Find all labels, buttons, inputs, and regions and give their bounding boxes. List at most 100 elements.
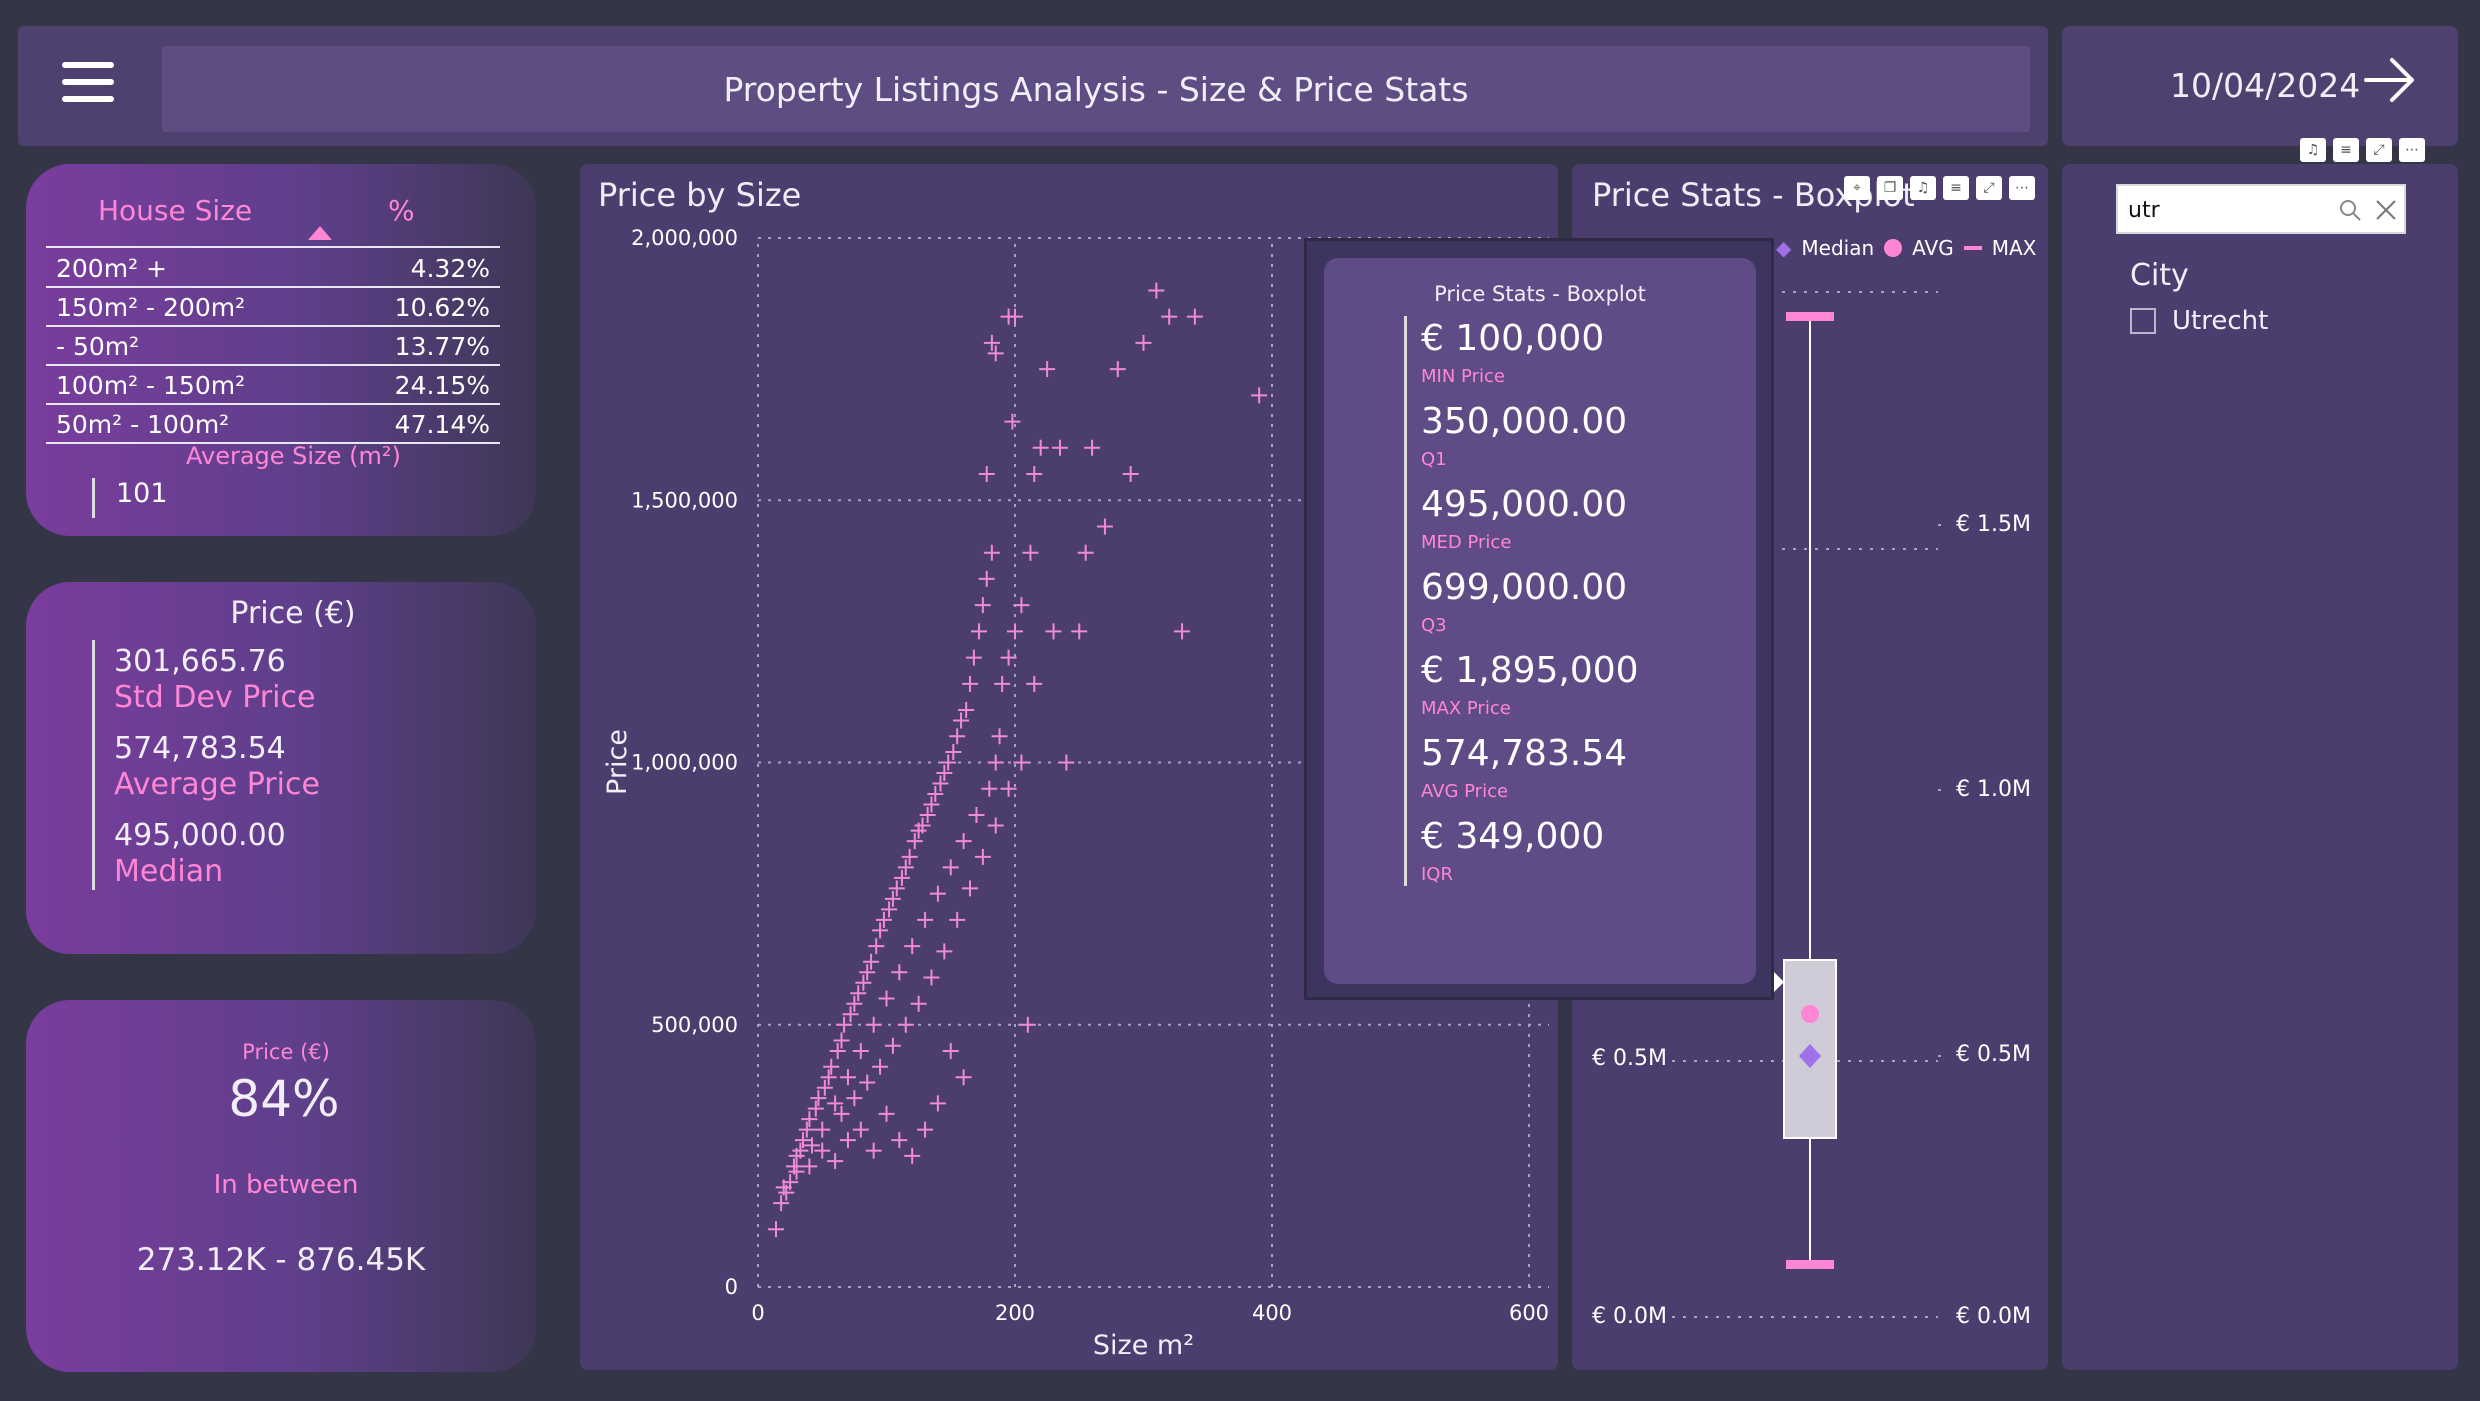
- scatter-point[interactable]: [803, 1137, 820, 1154]
- scatter-point[interactable]: [1045, 623, 1062, 640]
- scatter-point[interactable]: [833, 1032, 850, 1049]
- scatter-point[interactable]: [901, 848, 918, 865]
- sort-ascending-icon[interactable]: [308, 226, 332, 240]
- menu-icon[interactable]: [62, 62, 114, 102]
- scatter-point[interactable]: [792, 1142, 809, 1159]
- scatter-point[interactable]: [816, 1079, 833, 1096]
- scatter-point[interactable]: [1148, 282, 1165, 299]
- scatter-point[interactable]: [962, 675, 979, 692]
- scatter-point[interactable]: [932, 775, 949, 792]
- scatter-point[interactable]: [794, 1132, 811, 1149]
- scatter-point[interactable]: [1251, 387, 1268, 404]
- scatter-point[interactable]: [872, 922, 889, 939]
- scatter-point[interactable]: [801, 1111, 818, 1128]
- scatter-point[interactable]: [978, 570, 995, 587]
- scatter-point[interactable]: [949, 911, 966, 928]
- scatter-point[interactable]: [1051, 439, 1068, 456]
- scatter-point[interactable]: [1071, 623, 1088, 640]
- scatter-point[interactable]: [1174, 623, 1191, 640]
- scatter-point[interactable]: [942, 1042, 959, 1059]
- scatter-point[interactable]: [1013, 754, 1030, 771]
- scatter-point[interactable]: [868, 938, 885, 955]
- scatter-point[interactable]: [865, 1142, 882, 1159]
- scatter-point[interactable]: [897, 1016, 914, 1033]
- scatter-point[interactable]: [842, 1006, 859, 1023]
- scatter-point[interactable]: [798, 1121, 815, 1138]
- scatter-point[interactable]: [904, 938, 921, 955]
- scatter-plot[interactable]: 0 500,000 1,000,000 1,500,000 2,000,000 0 200 4…: [580, 164, 1558, 1370]
- scatter-point[interactable]: [919, 806, 936, 823]
- scatter-point[interactable]: [1026, 675, 1043, 692]
- scatter-point[interactable]: [991, 728, 1008, 745]
- scatter-point[interactable]: [904, 1147, 921, 1164]
- scatter-point[interactable]: [767, 1221, 784, 1238]
- scatter-point[interactable]: [1058, 754, 1075, 771]
- scatter-point[interactable]: [788, 1163, 805, 1180]
- scatter-point[interactable]: [923, 969, 940, 986]
- scatter-point[interactable]: [891, 1132, 908, 1149]
- scatter-point[interactable]: [1000, 780, 1017, 797]
- scatter-point[interactable]: [987, 345, 1004, 362]
- scatter-point[interactable]: [983, 544, 1000, 561]
- option-utrecht[interactable]: Utrecht: [2172, 306, 2269, 336]
- scatter-point[interactable]: [829, 1042, 846, 1059]
- scatter-point[interactable]: [888, 880, 905, 897]
- scatter-point[interactable]: [929, 1095, 946, 1112]
- scatter-point[interactable]: [820, 1069, 837, 1086]
- scatter-point[interactable]: [929, 885, 946, 902]
- scatter-point[interactable]: [923, 796, 940, 813]
- search-box[interactable]: [2116, 184, 2406, 234]
- scatter-point[interactable]: [846, 995, 863, 1012]
- scatter-point[interactable]: [917, 911, 934, 928]
- scatter-point[interactable]: [994, 675, 1011, 692]
- scatter-point[interactable]: [1084, 439, 1101, 456]
- scatter-point[interactable]: [852, 1121, 869, 1138]
- scatter-point[interactable]: [936, 943, 953, 960]
- close-icon[interactable]: [2374, 198, 2398, 222]
- search-input[interactable]: [2128, 194, 2328, 226]
- scatter-point[interactable]: [974, 597, 991, 614]
- table-row[interactable]: 100m² - 150m² 24.15%: [46, 367, 500, 405]
- scatter-point[interactable]: [1022, 544, 1039, 561]
- boxplot-chart[interactable]: [1572, 164, 2048, 1370]
- scatter-point[interactable]: [942, 859, 959, 876]
- scatter-point[interactable]: [983, 334, 1000, 351]
- scatter-point[interactable]: [801, 1158, 818, 1175]
- scatter-point[interactable]: [775, 1179, 792, 1196]
- scatter-point[interactable]: [827, 1095, 844, 1112]
- scatter-point[interactable]: [863, 953, 880, 970]
- scatter-point[interactable]: [872, 1058, 889, 1075]
- scatter-point[interactable]: [846, 1090, 863, 1107]
- scatter-point[interactable]: [814, 1121, 831, 1138]
- scatter-point[interactable]: [1161, 308, 1178, 325]
- scatter-point[interactable]: [910, 995, 927, 1012]
- scatter-point[interactable]: [1000, 649, 1017, 666]
- scatter-point[interactable]: [971, 623, 988, 640]
- scatter-point[interactable]: [955, 833, 972, 850]
- scatter-point[interactable]: [1135, 334, 1152, 351]
- scatter-point[interactable]: [1019, 1016, 1036, 1033]
- focus-mode-icon[interactable]: ⤢: [1976, 176, 2002, 200]
- scatter-point[interactable]: [875, 911, 892, 928]
- scatter-point[interactable]: [773, 1195, 790, 1212]
- table-row[interactable]: 200m² + 4.32%: [46, 250, 500, 288]
- scatter-point[interactable]: [1004, 413, 1021, 430]
- scatter-point[interactable]: [1077, 544, 1094, 561]
- more-options-icon[interactable]: ⋯: [2399, 138, 2425, 162]
- scatter-point[interactable]: [987, 754, 1004, 771]
- scatter-point[interactable]: [1096, 518, 1113, 535]
- arrow-right-icon[interactable]: [2362, 56, 2418, 104]
- scatter-point[interactable]: [981, 780, 998, 797]
- scatter-point[interactable]: [906, 833, 923, 850]
- scatter-point[interactable]: [884, 1037, 901, 1054]
- scatter-point[interactable]: [1026, 466, 1043, 483]
- scatter-point[interactable]: [878, 1105, 895, 1122]
- scatter-point[interactable]: [978, 466, 995, 483]
- scatter-point[interactable]: [836, 1016, 853, 1033]
- scatter-point[interactable]: [958, 702, 975, 719]
- scatter-point[interactable]: [1007, 308, 1023, 325]
- scatter-point[interactable]: [823, 1058, 840, 1075]
- scatter-point[interactable]: [814, 1142, 831, 1159]
- table-row[interactable]: - 50m² 13.77%: [46, 328, 500, 366]
- more-options-icon[interactable]: ⋯: [2009, 176, 2035, 200]
